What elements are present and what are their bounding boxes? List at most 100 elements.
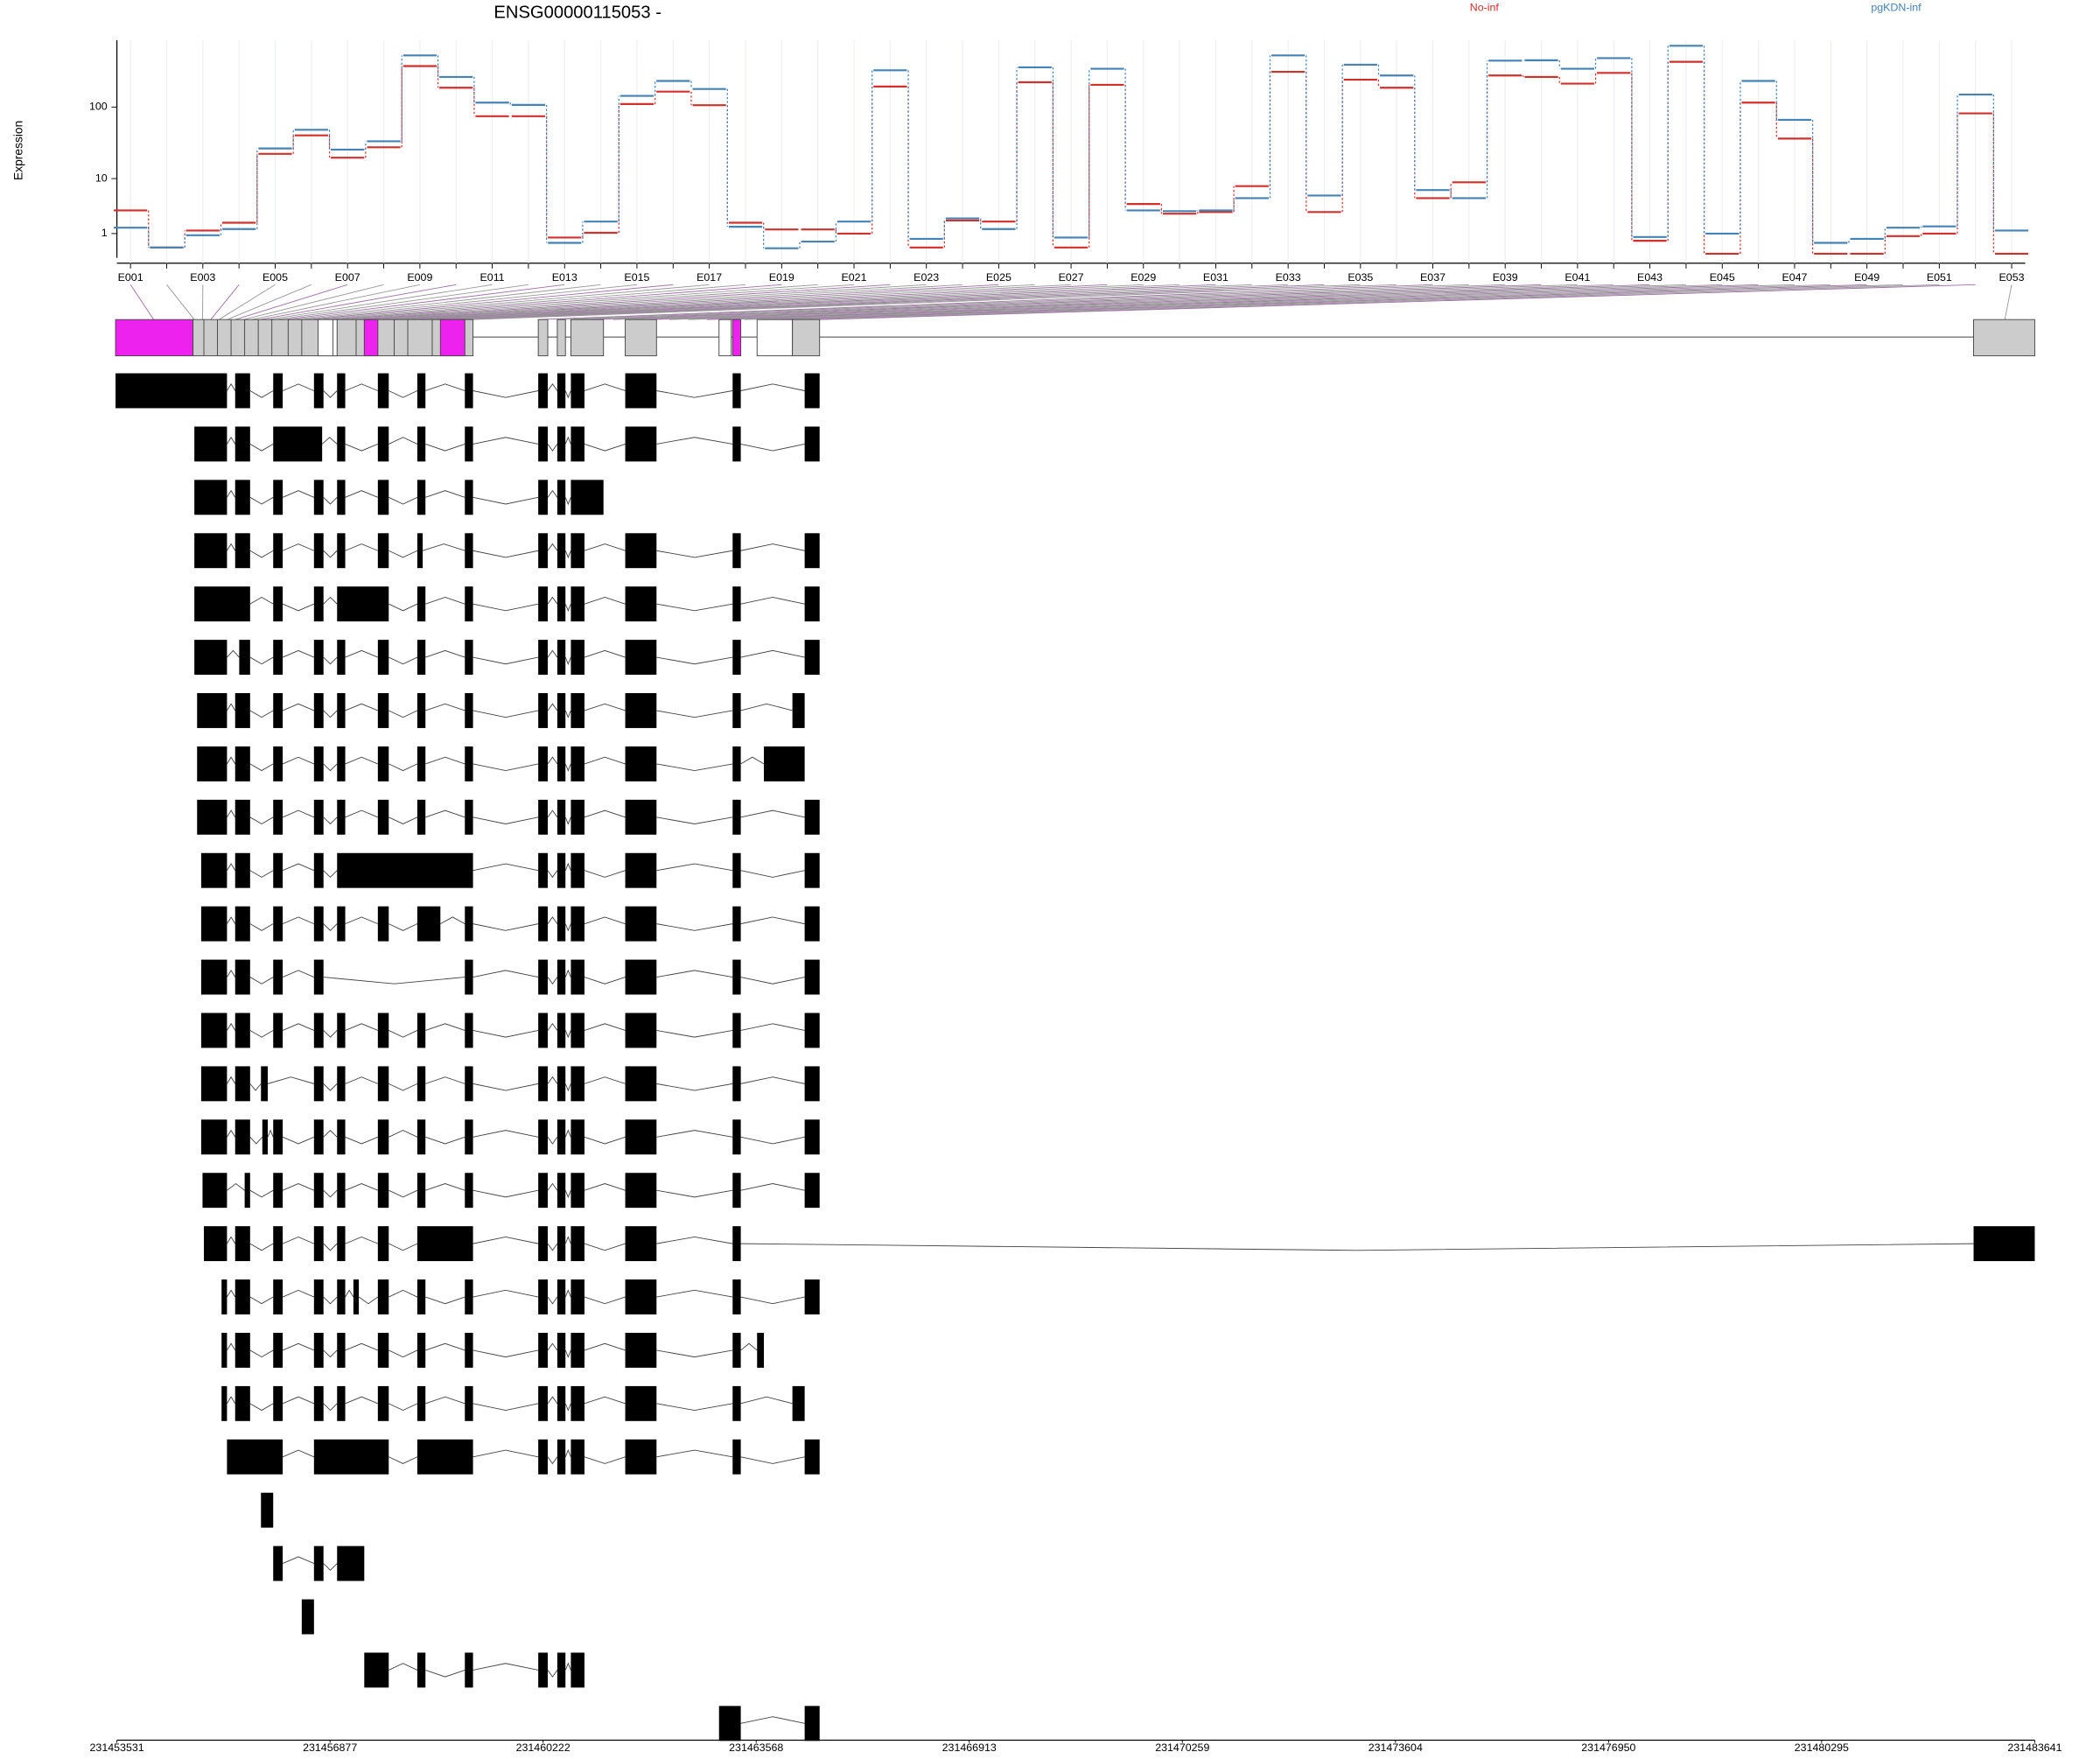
intron [472, 603, 539, 612]
intron [564, 436, 571, 445]
transcript-exon [301, 1599, 314, 1635]
intron [564, 390, 571, 399]
gene-exon [792, 319, 821, 357]
transcript-exon [556, 586, 566, 622]
intron [388, 1189, 418, 1198]
transcript-exon [556, 852, 566, 888]
exon-link [341, 284, 818, 320]
y-tick-label: 100 [89, 101, 108, 113]
exon-link [234, 284, 348, 320]
intron [547, 977, 558, 985]
intron [564, 1403, 571, 1412]
intron [584, 1183, 626, 1191]
exon-link [358, 284, 891, 320]
transcript-exon [200, 906, 228, 942]
intron [656, 1236, 733, 1244]
transcript-exon [465, 1652, 473, 1688]
intron [388, 1403, 418, 1412]
intron [656, 437, 733, 445]
transcript-exon [570, 1385, 584, 1421]
transcript-exon [261, 1492, 274, 1528]
transcript-exon [804, 852, 820, 888]
genome-tick-label: 231480295 [1795, 1741, 1849, 1754]
exon-link [725, 284, 1795, 320]
intron [472, 1236, 539, 1244]
intron [249, 710, 274, 718]
intron [425, 1342, 466, 1351]
transcript-exon [556, 693, 566, 728]
intron [564, 862, 571, 871]
transcript-exon [732, 426, 741, 462]
legend-entry: pgKDN-inf [1871, 2, 1922, 14]
legend-entry: No-inf [1470, 2, 1500, 14]
intron [388, 1289, 418, 1298]
transcript-exon [570, 586, 584, 622]
intron [656, 970, 733, 978]
intron [388, 710, 418, 718]
intron [345, 490, 379, 498]
intron [564, 1236, 571, 1244]
transcript-exon [377, 1279, 389, 1314]
intron [425, 1076, 466, 1084]
transcript-exon [353, 1279, 360, 1314]
intron [656, 1130, 733, 1138]
intron [227, 703, 236, 711]
intron [584, 649, 626, 658]
transcript-exon [416, 1439, 473, 1475]
transcript-exon [416, 1119, 426, 1155]
intron [388, 1083, 418, 1091]
x-tick-label: E045 [1710, 271, 1735, 284]
intron [282, 1023, 315, 1031]
intron [249, 1083, 262, 1091]
transcript-exon [465, 480, 473, 515]
intron [584, 1296, 626, 1305]
intron [656, 710, 733, 718]
transcript-exon [262, 1119, 269, 1155]
transcript-exon [804, 1279, 820, 1314]
intron [472, 970, 539, 978]
transcript-exon [313, 1226, 324, 1262]
genome-tick-label: 231476950 [1581, 1741, 1635, 1754]
transcript-exon [538, 959, 549, 995]
transcript-exon [804, 959, 820, 995]
transcript-exon [377, 1385, 389, 1421]
transcript-exon [625, 906, 657, 942]
transcript-exon [337, 640, 346, 676]
exon-link [465, 284, 1361, 320]
intron [422, 543, 466, 551]
transcript-exon [570, 426, 584, 462]
intron [740, 703, 793, 711]
transcript-exon [337, 693, 346, 728]
intron [345, 1396, 379, 1405]
transcript-exon [465, 746, 473, 781]
intron [547, 809, 558, 818]
transcript-exon [337, 906, 346, 942]
transcript-exon [377, 1066, 389, 1102]
intron [584, 809, 626, 818]
exon-link [2004, 284, 2012, 320]
transcript-exon [377, 533, 389, 569]
intron [425, 756, 466, 765]
intron [425, 1669, 466, 1678]
intron [656, 763, 733, 772]
intron [472, 437, 539, 445]
intron [323, 923, 338, 931]
intron [282, 649, 315, 658]
intron [547, 916, 558, 924]
transcript-exon [416, 1013, 426, 1048]
intron [227, 969, 236, 978]
transcript-exon [804, 586, 820, 622]
transcript-exon [804, 373, 820, 409]
gene-exon [115, 319, 194, 357]
intron [740, 649, 805, 658]
exon-link [227, 284, 312, 320]
transcript-exon [416, 1652, 426, 1688]
intron [323, 1083, 338, 1091]
transcript-exon [732, 640, 741, 676]
genome-tick-label: 231460222 [516, 1741, 570, 1754]
intron [388, 656, 418, 665]
intron [472, 496, 539, 505]
gene-exon [625, 319, 657, 357]
exon-link [472, 284, 1397, 320]
x-tick-label: E041 [1564, 271, 1590, 284]
